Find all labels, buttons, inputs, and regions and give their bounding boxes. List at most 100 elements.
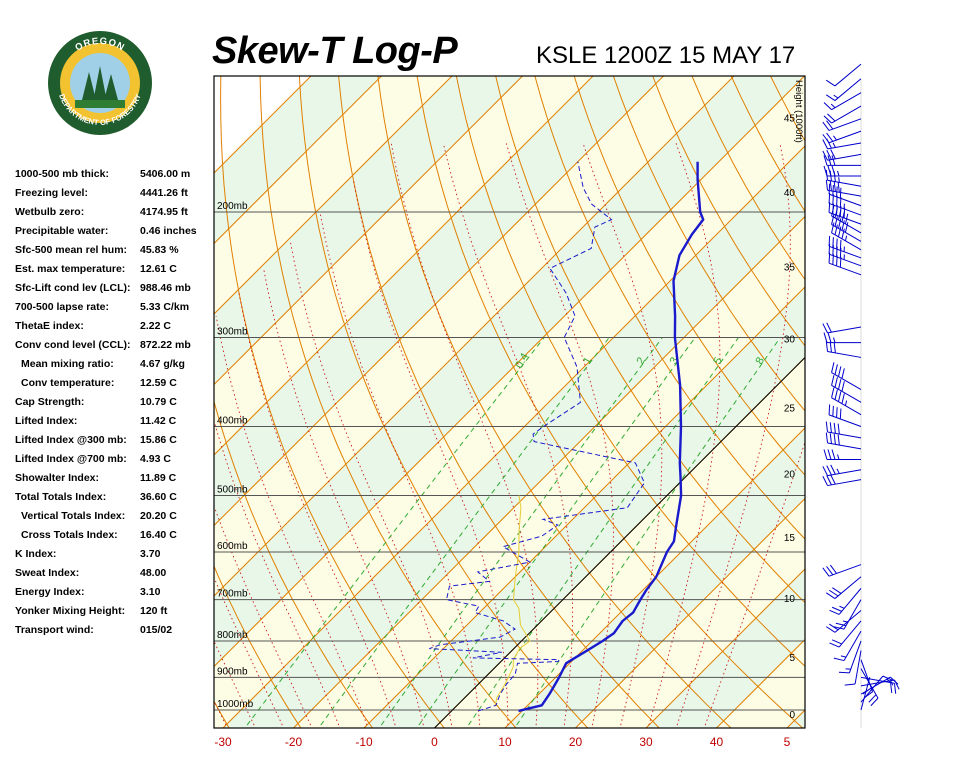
parcel-line bbox=[494, 495, 531, 707]
temperature-tick-label: 30 bbox=[639, 735, 653, 749]
dry-adiabat-line bbox=[214, 700, 230, 728]
wind-barb-flag bbox=[829, 422, 832, 433]
wind-barb-shaft bbox=[838, 620, 862, 648]
index-label: Energy Index: bbox=[15, 586, 85, 598]
index-value: 11.42 C bbox=[140, 415, 177, 427]
wind-barb-shaft bbox=[834, 63, 862, 87]
wind-barb-shaft bbox=[831, 232, 862, 251]
wind-barb-flag bbox=[832, 237, 834, 248]
moist-adiabat-line bbox=[352, 179, 509, 726]
wind-barb-shaft bbox=[838, 588, 862, 615]
index-row: Energy Index: 3.10 bbox=[15, 586, 215, 605]
index-row: Sweat Index: 48.00 bbox=[15, 567, 215, 586]
dry-adiabat-line bbox=[730, 76, 805, 213]
dry-adiabat-line bbox=[455, 76, 805, 667]
wind-barb-flag bbox=[842, 620, 849, 623]
index-row: Wetbulb zero: 4174.95 ft bbox=[15, 206, 215, 225]
wind-barb-flag bbox=[832, 587, 842, 594]
index-label: Total Totals Index: bbox=[15, 491, 107, 503]
index-label: 1000-500 mb thick: bbox=[15, 168, 109, 180]
wind-barb-flag bbox=[833, 181, 836, 192]
height-tick-label: 10 bbox=[784, 594, 796, 605]
index-value: 36.60 C bbox=[140, 491, 177, 503]
wind-barb-flag bbox=[837, 454, 840, 460]
index-value: 12.59 C bbox=[140, 377, 177, 389]
wind-barb-flag bbox=[822, 466, 828, 476]
temperature-axis: -30 -20 -10 0 10 20 30 40 5 bbox=[214, 735, 790, 749]
wind-barb-shaft bbox=[860, 679, 895, 687]
moist-adiabat-line bbox=[214, 699, 227, 726]
isotherm-line bbox=[214, 76, 382, 245]
wind-barb-flag bbox=[836, 238, 838, 250]
wind-barb-flag bbox=[844, 683, 856, 686]
wind-barb-flag bbox=[822, 323, 828, 334]
dry-adiabat-line bbox=[652, 76, 805, 347]
index-label: Lifted Index @700 mb: bbox=[15, 453, 127, 465]
wind-barb-shaft bbox=[848, 640, 862, 674]
index-label: K Index: bbox=[15, 548, 57, 560]
wind-barb-shaft bbox=[828, 193, 862, 207]
isobar-label: 700mb bbox=[217, 589, 248, 600]
wind-barb-flag bbox=[826, 465, 832, 476]
mixing-ratio-label: 5 bbox=[711, 355, 724, 366]
wind-barb-flag bbox=[830, 103, 836, 109]
wind-barb-flag bbox=[832, 142, 836, 148]
wind-barb-shaft bbox=[827, 469, 862, 477]
moist-adiabat-line bbox=[289, 241, 452, 726]
wind-barb-shaft bbox=[827, 142, 862, 150]
wind-barb-flag bbox=[829, 341, 832, 353]
wind-barb-shaft bbox=[831, 397, 862, 416]
height-tick-label: 5 bbox=[789, 653, 795, 664]
height-axis-label: Height (1000ft) bbox=[793, 80, 804, 143]
wind-barb-flag bbox=[834, 224, 838, 235]
wind-barb-flag bbox=[823, 165, 828, 177]
wind-barb-flag bbox=[829, 609, 840, 615]
wind-barb-flag bbox=[837, 366, 842, 377]
wind-barb-flag bbox=[823, 155, 828, 166]
wind-barb-flag bbox=[826, 150, 832, 160]
wind-barb-flag bbox=[830, 149, 836, 160]
wind-barb-flag bbox=[868, 694, 877, 703]
wind-barb-flag bbox=[833, 342, 836, 353]
dry-adiabat-line bbox=[47, 76, 158, 728]
wind-barb-flag bbox=[836, 407, 838, 418]
isotherm-line bbox=[645, 568, 805, 728]
index-value: 48.00 bbox=[140, 567, 167, 579]
wind-barb-flag bbox=[825, 626, 836, 633]
wind-barb-shaft bbox=[828, 253, 862, 267]
height-tick-label: 40 bbox=[784, 188, 796, 199]
wind-barb-shaft bbox=[827, 351, 862, 358]
index-label: Yonker Mixing Height: bbox=[15, 605, 126, 617]
index-row: Sfc-Lift cond lev (LCL): 988.46 mb bbox=[15, 282, 215, 301]
index-label: Lifted Index @300 mb: bbox=[15, 434, 127, 446]
mixing-ratio-label: 3 bbox=[668, 355, 681, 366]
dry-adiabat-line bbox=[220, 76, 445, 728]
parcel-path bbox=[494, 495, 531, 707]
wind-barb-flag bbox=[831, 606, 842, 612]
wind-barb-flag bbox=[837, 379, 842, 390]
wind-barb-shaft bbox=[831, 372, 862, 390]
isotherm-line bbox=[214, 76, 805, 668]
height-tick-label: 25 bbox=[784, 403, 796, 414]
height-tick-label: 35 bbox=[784, 262, 796, 273]
zero-isotherm-line bbox=[434, 356, 805, 728]
index-label: Precipitable water: bbox=[15, 225, 109, 237]
wind-barb-flag bbox=[841, 393, 845, 404]
index-label: ThetaE index: bbox=[15, 320, 84, 332]
wind-barb-flag bbox=[836, 468, 840, 474]
logo-tree-icon bbox=[82, 72, 96, 100]
index-label: 700-500 lapse rate: bbox=[15, 301, 109, 313]
index-value: 5.33 C/km bbox=[140, 301, 190, 313]
wind-barb-shaft bbox=[831, 105, 862, 124]
wind-barb-flag bbox=[823, 449, 828, 460]
index-row: ThetaE index: 2.22 C bbox=[15, 320, 215, 339]
isobar-label: 800mb bbox=[217, 630, 248, 641]
wind-barb-flag bbox=[829, 642, 840, 648]
dry-adiabat-line bbox=[214, 564, 302, 728]
index-value: 3.70 bbox=[140, 548, 161, 560]
isotherm-band bbox=[214, 76, 805, 728]
mixing-ratio-label: 2 bbox=[635, 355, 648, 366]
wind-barb-shaft bbox=[860, 677, 871, 711]
index-label: Est. max temperature: bbox=[15, 263, 126, 275]
